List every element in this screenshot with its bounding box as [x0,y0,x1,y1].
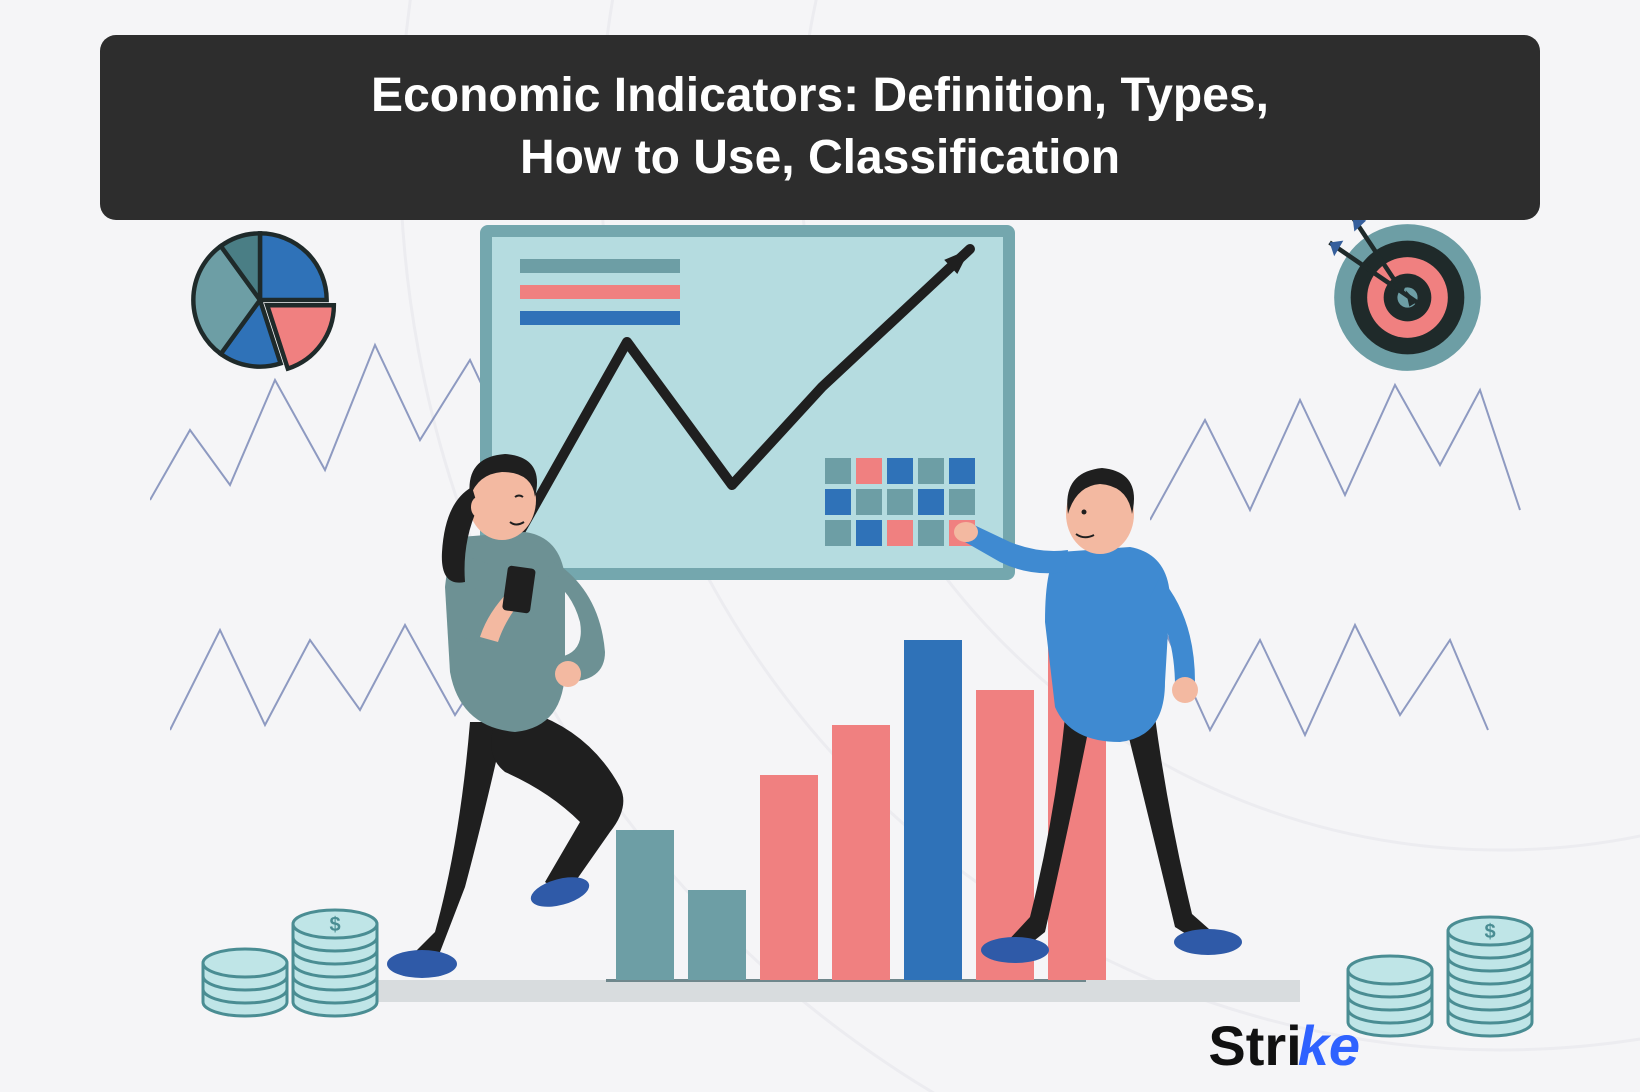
bar [688,890,746,980]
grid-cell [887,489,913,515]
grid-cell [856,458,882,484]
title-line-1: Economic Indicators: Definition, Types, [140,65,1500,127]
bar [760,775,818,980]
logo-text-blue: ke [1298,1013,1360,1078]
grid-cell [856,489,882,515]
infographic-scene: $ $ [50,210,1590,1042]
title-line-2: How to Use, Classification [140,127,1500,189]
person-right-icon [950,422,1280,992]
svg-text:$: $ [1484,921,1495,943]
grid-cell [825,458,851,484]
svg-text:$: $ [329,914,340,936]
title-bar: Economic Indicators: Definition, Types, … [100,35,1540,220]
grid-cell [918,489,944,515]
grid-cell [918,520,944,546]
target-icon [1325,215,1490,380]
grid-cell [887,458,913,484]
grid-cell [856,520,882,546]
person-left-icon [350,392,680,992]
logo-text-black: Stri [1208,1013,1301,1078]
grid-cell [887,520,913,546]
grid-cell [825,520,851,546]
pie-chart-icon [180,220,340,380]
grid-cell [825,489,851,515]
grid-cell [918,458,944,484]
strike-logo: Strike [1208,1013,1360,1078]
bar [832,725,890,980]
